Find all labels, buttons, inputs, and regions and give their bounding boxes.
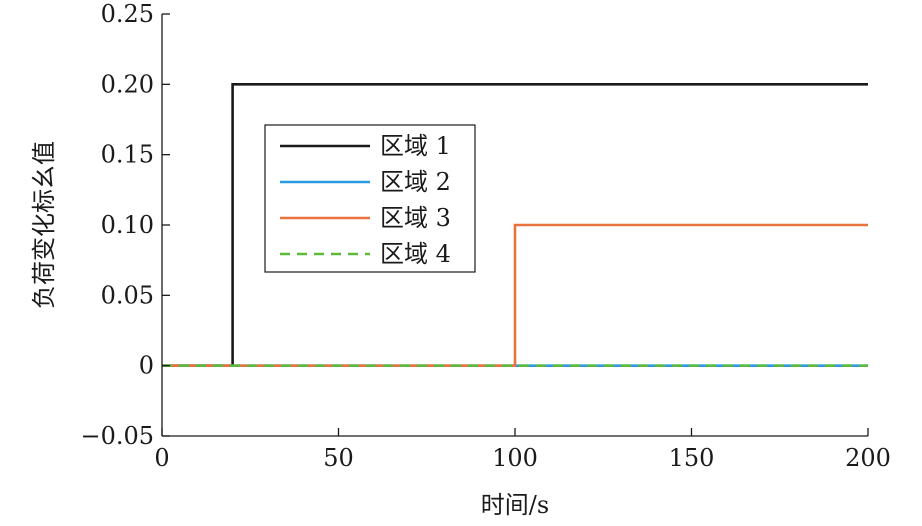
plot-area	[162, 83, 868, 368]
x-tick-label: 50	[323, 444, 354, 472]
x-tick-label: 200	[845, 444, 891, 472]
y-tick-label: 0	[139, 352, 154, 380]
legend-label-4: 区域 4	[380, 240, 451, 268]
y-tick-label: −0.05	[80, 422, 154, 450]
legend-label-1: 区域 1	[380, 132, 451, 160]
legend-items: 区域 1 区域 2 区域 3 区域 4	[280, 132, 451, 268]
x-tick-label: 100	[492, 444, 538, 472]
legend: 区域 1 区域 2 区域 3 区域 4	[264, 124, 476, 273]
x-tick-label: 0	[154, 444, 169, 472]
y-tick-label: 0.10	[101, 211, 154, 239]
y-tick-label: 0.25	[101, 0, 154, 28]
y-axis-title: 负荷变化标幺值	[30, 141, 58, 309]
x-tick-label: 150	[669, 444, 715, 472]
y-tick-label: 0.05	[101, 281, 154, 309]
y-tick-label: 0.15	[101, 141, 154, 169]
tick-marks	[161, 13, 869, 437]
legend-label-2: 区域 2	[380, 168, 451, 196]
legend-label-3: 区域 3	[380, 204, 451, 232]
tick-labels: 0.250.200.150.100.050−0.050 50 100 150 200	[80, 0, 890, 472]
y-tick-label: 0.20	[101, 70, 154, 98]
x-axis-title: 时间/s	[481, 491, 549, 519]
legend-box	[264, 124, 476, 273]
